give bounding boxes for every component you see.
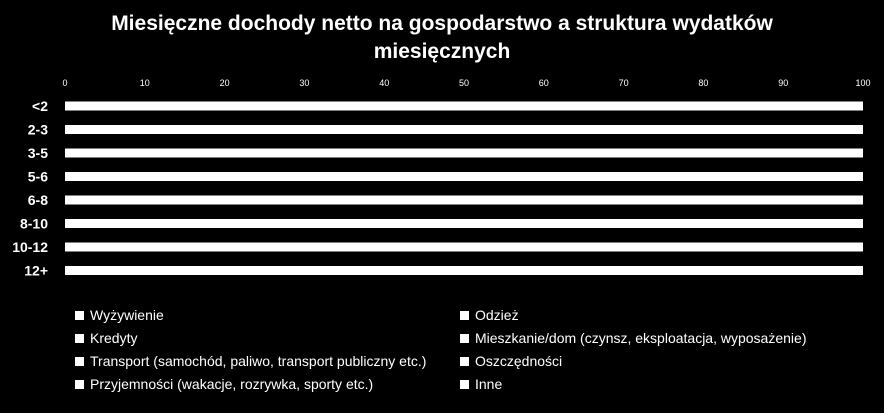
legend-label: Inne (475, 376, 503, 392)
legend-label: Kredyty (90, 330, 138, 346)
legend-label: Mieszkanie/dom (czynsz, eksploatacja, wy… (475, 330, 807, 346)
x-tick-label: 70 (619, 78, 629, 88)
legend-label: Odzież (475, 307, 519, 323)
legend-item: Kredyty (75, 330, 137, 346)
legend-item: Oszczędności (460, 353, 562, 369)
legend-item: Wyżywienie (75, 307, 164, 323)
x-tick-label: 80 (698, 78, 708, 88)
legend-item: Przyjemności (wakacje, rozrywka, sporty … (75, 376, 373, 392)
legend-swatch (460, 357, 469, 366)
category-label: 2-3 (28, 122, 48, 138)
x-tick-label: 10 (140, 78, 150, 88)
x-tick-label: 40 (379, 78, 389, 88)
x-tick-label: 30 (299, 78, 309, 88)
x-tick-label: 20 (220, 78, 230, 88)
legend-swatch (460, 334, 469, 343)
category-label: 8-10 (20, 216, 48, 232)
x-tick-label: 50 (459, 78, 469, 88)
category-label: 6-8 (28, 192, 48, 208)
x-tick-label: 0 (62, 78, 67, 88)
legend-item: Odzież (460, 307, 519, 323)
x-axis-ticks: 0 10 20 30 40 50 60 70 80 90 100 (62, 78, 870, 88)
x-tick-label: 60 (539, 78, 549, 88)
bar (65, 219, 863, 228)
legend-label: Przyjemności (wakacje, rozrywka, sporty … (90, 376, 374, 392)
legend-swatch (460, 380, 469, 389)
category-label: <2 (32, 98, 48, 114)
legend-item: Transport (samochód, paliwo, transport p… (75, 353, 426, 369)
chart-title: Miesięczne dochody netto na gospodarstwo… (111, 12, 773, 63)
legend-swatch (460, 311, 469, 320)
legend-swatch (75, 311, 84, 320)
category-label: 5-6 (28, 169, 48, 185)
legend-label: Oszczędności (475, 353, 563, 369)
x-tick-label: 90 (778, 78, 788, 88)
category-label: 12+ (24, 263, 48, 279)
bar (65, 242, 863, 252)
x-tick-label: 100 (855, 78, 870, 88)
bar (65, 172, 863, 181)
legend-swatch (75, 357, 84, 366)
bars (65, 101, 863, 275)
legend-swatch (75, 334, 84, 343)
category-label: 3-5 (28, 145, 48, 161)
legend-item: Mieszkanie/dom (czynsz, eksploatacja, wy… (460, 330, 806, 346)
bar (65, 101, 863, 111)
bar (65, 148, 863, 158)
bar (65, 266, 863, 275)
y-axis-labels: <2 2-3 3-5 5-6 6-8 8-10 10-12 12+ (12, 98, 48, 279)
legend-item: Inne (460, 376, 502, 392)
bar (65, 195, 863, 205)
bar (65, 125, 863, 134)
category-label: 10-12 (12, 239, 48, 255)
legend-label: Transport (samochód, paliwo, transport p… (90, 353, 427, 369)
legend-label: Wyżywienie (90, 307, 164, 323)
legend-swatch (75, 380, 84, 389)
